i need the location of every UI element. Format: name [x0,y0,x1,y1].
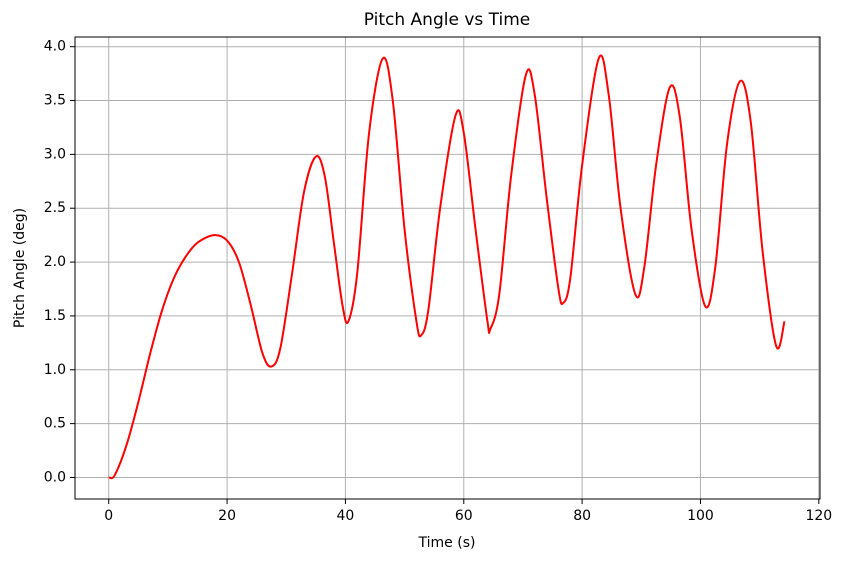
y-tick-label: 3.5 [44,93,66,109]
line [108,54,786,480]
x-tick-label: 80 [573,508,591,524]
y-tick-label: 2.5 [44,200,66,216]
x-tick-label: 40 [337,508,355,524]
x-tick-label: 120 [805,508,832,524]
y-axis-label: Pitch Angle (deg) [12,208,28,328]
chart-title: Pitch Angle vs Time [364,10,531,30]
x-tick-label: 20 [218,508,236,524]
x-tick-label: 60 [455,508,473,524]
x-tick-label: 0 [104,508,113,524]
y-tick-label: 3.0 [44,146,66,162]
y-tick-label: 0.0 [44,469,66,485]
x-axis-label: Time (s) [418,535,476,551]
y-tick-label: 1.0 [44,362,66,378]
y-tick-label: 1.5 [44,308,66,324]
y-tick-label: 4.0 [44,39,66,55]
x-tick-label: 100 [687,508,714,524]
plot-frame [74,36,821,500]
y-tick-label: 2.0 [44,254,66,270]
y-tick-label: 0.5 [44,416,66,432]
